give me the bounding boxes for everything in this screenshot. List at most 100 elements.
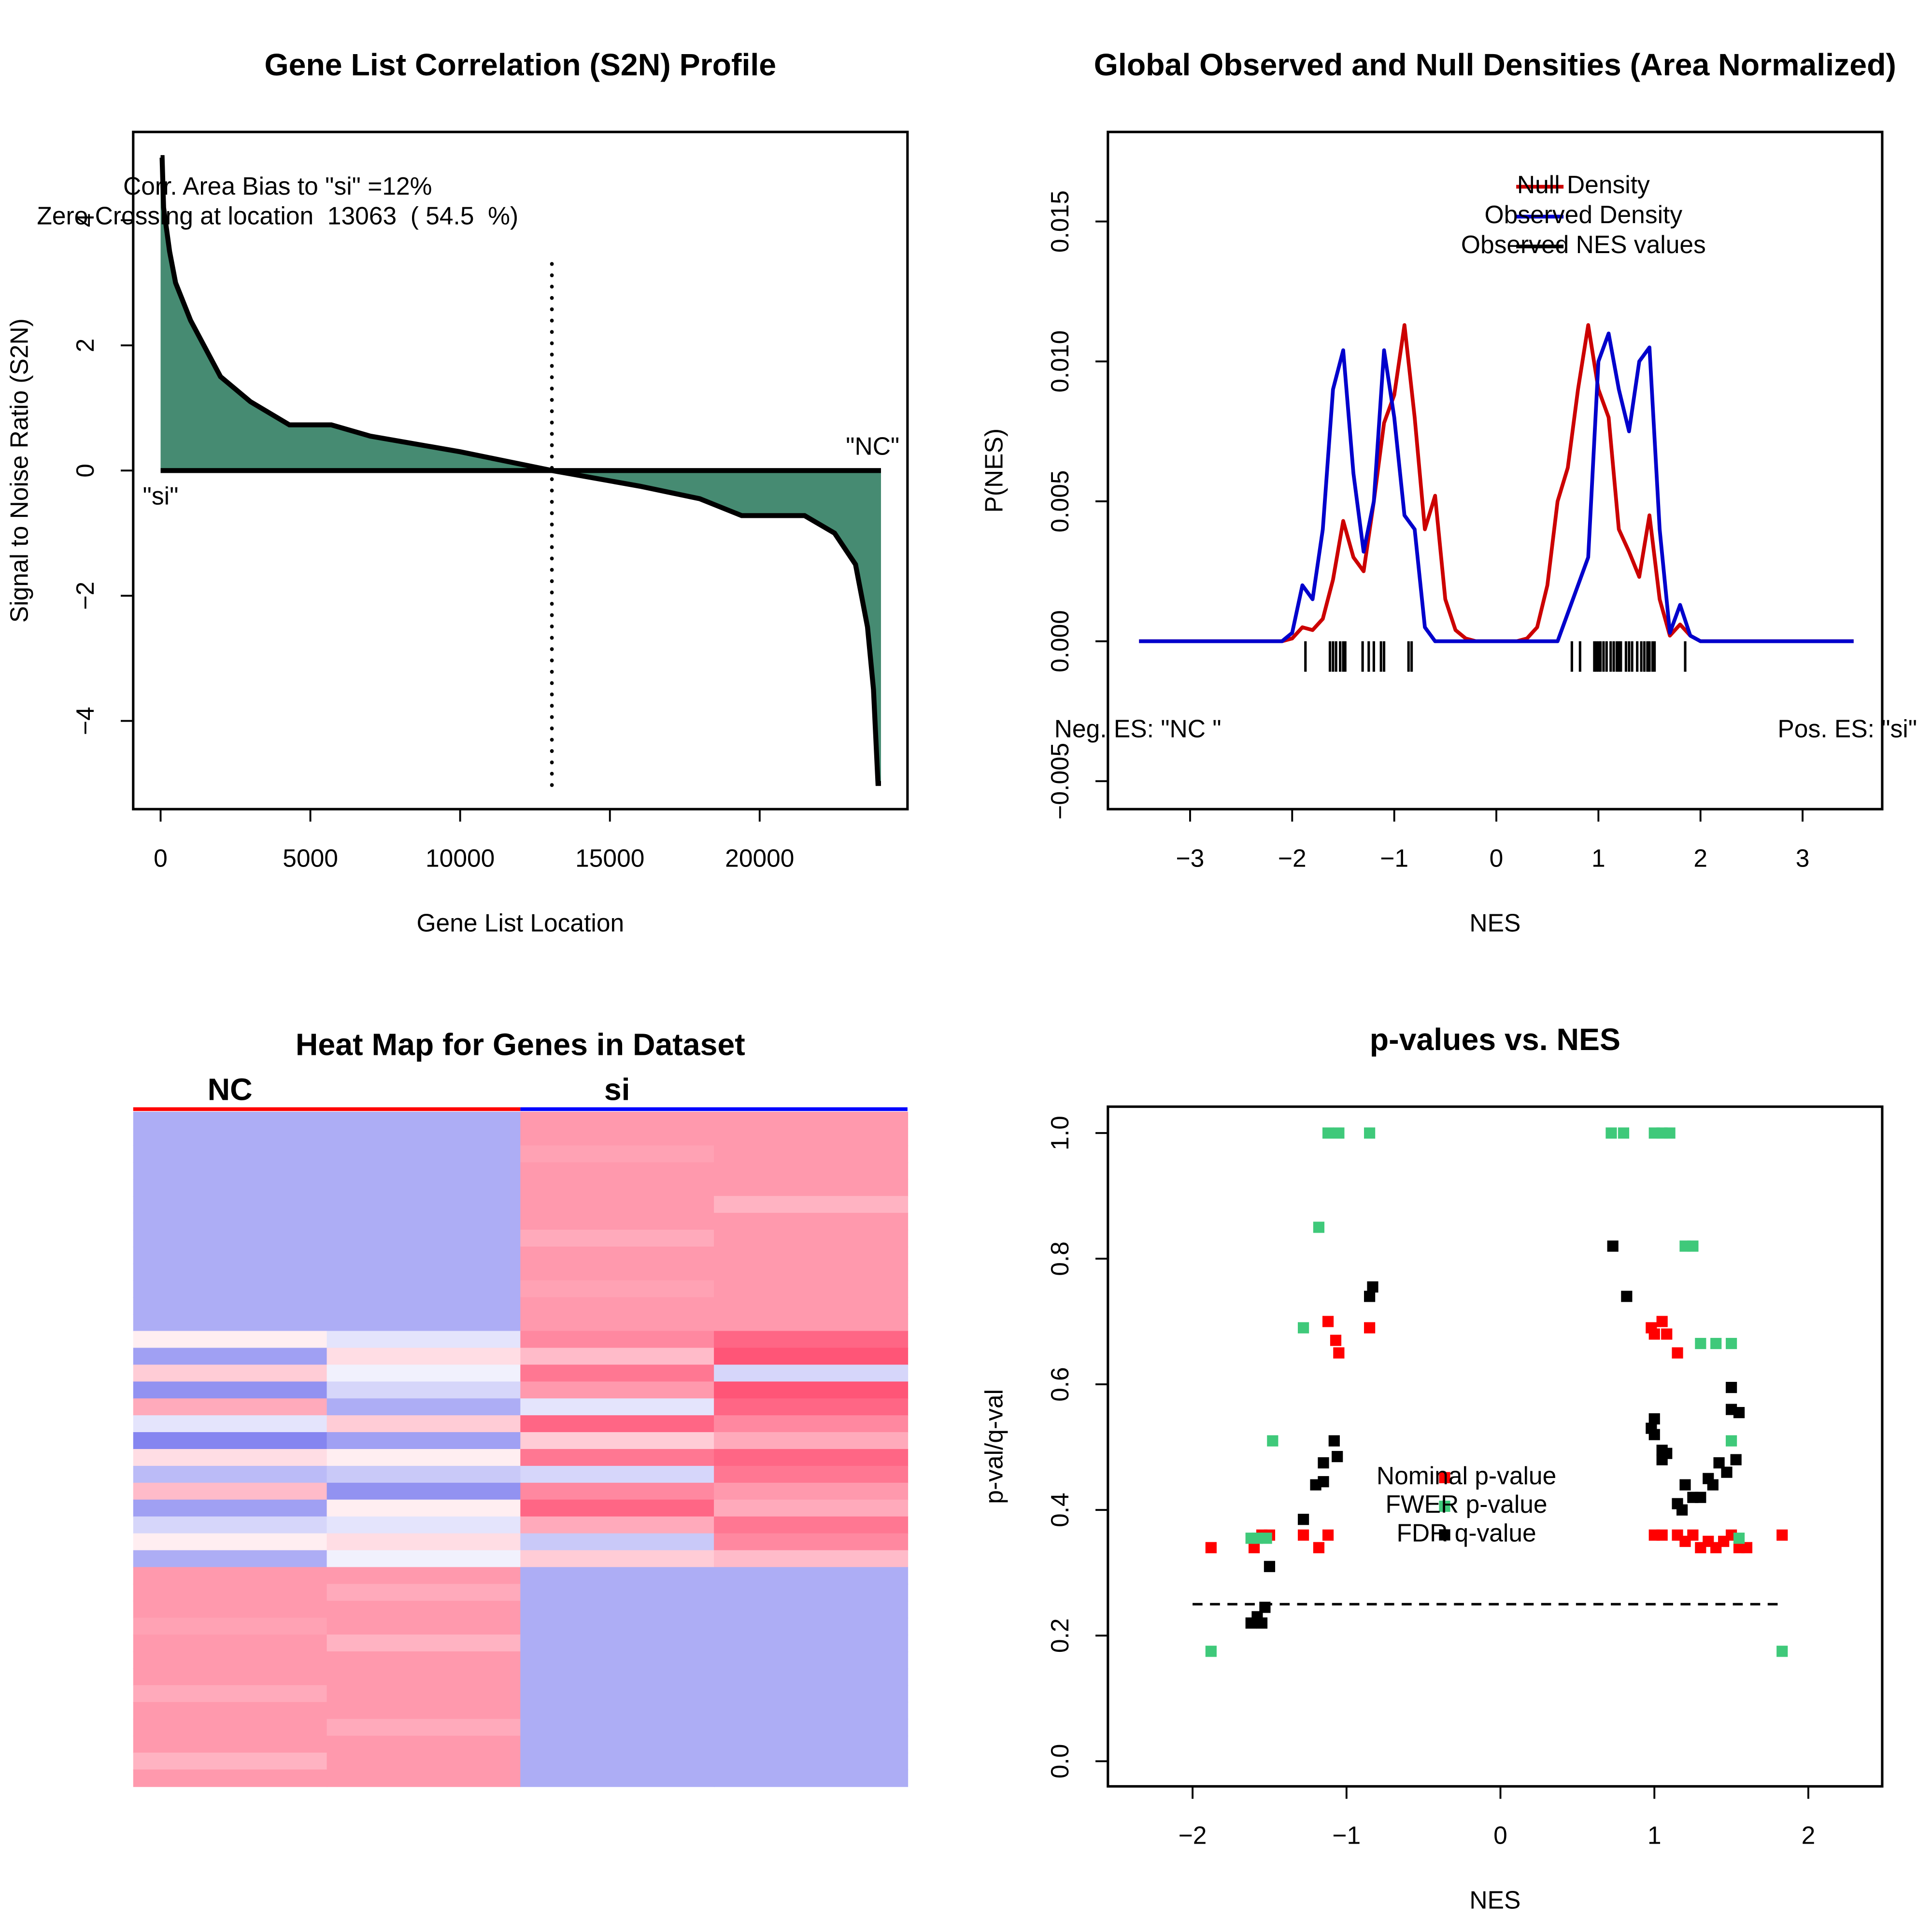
heat-cell: [520, 1735, 715, 1753]
annotation: Pos. ES: "si": [1777, 714, 1917, 742]
heat-cell: [714, 1584, 909, 1602]
y-tick-label: 1.0: [1046, 1116, 1074, 1151]
heat-cell: [133, 1398, 327, 1416]
heat-cell: [714, 1516, 909, 1534]
heat-cell: [327, 1533, 521, 1551]
heat-cell: [133, 1348, 327, 1365]
heat-cell: [714, 1465, 909, 1484]
point: [1333, 1347, 1345, 1359]
x-tick-label: 3: [1796, 844, 1810, 872]
heat-cell: [327, 1331, 521, 1349]
heat-cell: [714, 1651, 909, 1669]
heat-cell: [133, 1263, 327, 1281]
heat-cell: [714, 1179, 909, 1197]
heat-cell: [520, 1179, 715, 1197]
plot-frame: [1107, 1105, 1884, 1788]
point: [1267, 1435, 1279, 1447]
heat-cell: [133, 1533, 327, 1551]
point: [1297, 1514, 1309, 1525]
heat-cell: [714, 1398, 909, 1416]
point: [1364, 1322, 1376, 1334]
heat-cell: [520, 1601, 715, 1619]
point: [1318, 1476, 1329, 1488]
heat-cell: [520, 1213, 715, 1231]
density-line: [1139, 323, 1854, 643]
x-tick-label: 5000: [283, 844, 338, 872]
heat-cell: [714, 1128, 909, 1146]
point: [1679, 1479, 1691, 1491]
heat-cell: [133, 1280, 327, 1298]
x-tick-label: 15000: [575, 844, 644, 872]
heat-cell: [327, 1364, 521, 1382]
profile-line: [159, 155, 881, 786]
point: [1733, 1407, 1745, 1419]
x-tick-label: −1: [1332, 1821, 1361, 1849]
heat-cell: [520, 1415, 715, 1433]
heat-cell: [520, 1331, 715, 1349]
heat-cell: [327, 1685, 521, 1703]
point: [1707, 1479, 1719, 1491]
heat-cell: [133, 1230, 327, 1248]
point: [1695, 1492, 1706, 1503]
heat-cell: [520, 1584, 715, 1602]
point: [1322, 1127, 1334, 1139]
heat-cell: [327, 1668, 521, 1686]
point: [1676, 1504, 1688, 1516]
point: [1313, 1222, 1325, 1233]
point: [1297, 1322, 1309, 1334]
heat-cell: [133, 1364, 327, 1382]
legend-swatch: [1439, 1500, 1450, 1512]
heat-cell: [520, 1685, 715, 1703]
heat-cell: [714, 1162, 909, 1180]
point: [1672, 1347, 1683, 1359]
point: [1205, 1646, 1217, 1657]
heat-cell: [520, 1263, 715, 1281]
heat-cell: [327, 1550, 521, 1568]
heat-cell: [520, 1432, 715, 1450]
heat-cell: [520, 1145, 715, 1163]
legend-label: Observed NES values: [1461, 230, 1706, 258]
heat-cell: [714, 1314, 909, 1332]
heat-cell: [327, 1601, 521, 1619]
x-tick-label: 1: [1591, 844, 1605, 872]
point: [1656, 1529, 1668, 1541]
legend-swatch: [1439, 1529, 1450, 1541]
heat-cell: [327, 1263, 521, 1281]
y-tick-label: 0.005: [1046, 470, 1074, 532]
heat-cell: [714, 1331, 909, 1349]
chart-title: p-values vs. NES: [1370, 1022, 1620, 1057]
point: [1332, 1451, 1343, 1463]
heat-cell: [714, 1550, 909, 1568]
legend-label: FDR q-value: [1396, 1519, 1536, 1547]
heat-cell: [520, 1567, 715, 1585]
heat-cell: [520, 1196, 715, 1214]
heat-cell: [714, 1752, 909, 1770]
heat-cell: [327, 1415, 521, 1433]
heat-cell: [327, 1769, 521, 1787]
point: [1710, 1337, 1722, 1350]
heat-cell: [133, 1331, 327, 1349]
group-label: NC: [208, 1072, 253, 1107]
point: [1776, 1529, 1788, 1541]
heat-cell: [714, 1348, 909, 1365]
heat-cell: [520, 1364, 715, 1382]
point: [1318, 1457, 1329, 1469]
heat-cell: [520, 1533, 715, 1551]
heat-cell: [520, 1398, 715, 1416]
heat-cell: [133, 1735, 327, 1753]
heat-cell: [520, 1482, 715, 1501]
heat-cell: [133, 1111, 327, 1129]
heat-cell: [133, 1584, 327, 1602]
point: [1618, 1127, 1630, 1139]
y-axis-label: Signal to Noise Ratio (S2N): [5, 318, 33, 623]
heat-cell: [520, 1314, 715, 1332]
point: [1661, 1328, 1673, 1340]
heat-cell: [327, 1381, 521, 1399]
y-tick-label: 0.6: [1046, 1367, 1074, 1402]
point: [1730, 1454, 1742, 1465]
heat-cell: [520, 1702, 715, 1720]
point: [1605, 1127, 1617, 1139]
heat-cell: [714, 1482, 909, 1501]
point: [1607, 1240, 1619, 1252]
chart-title: Heat Map for Genes in Dataset: [296, 1027, 745, 1062]
